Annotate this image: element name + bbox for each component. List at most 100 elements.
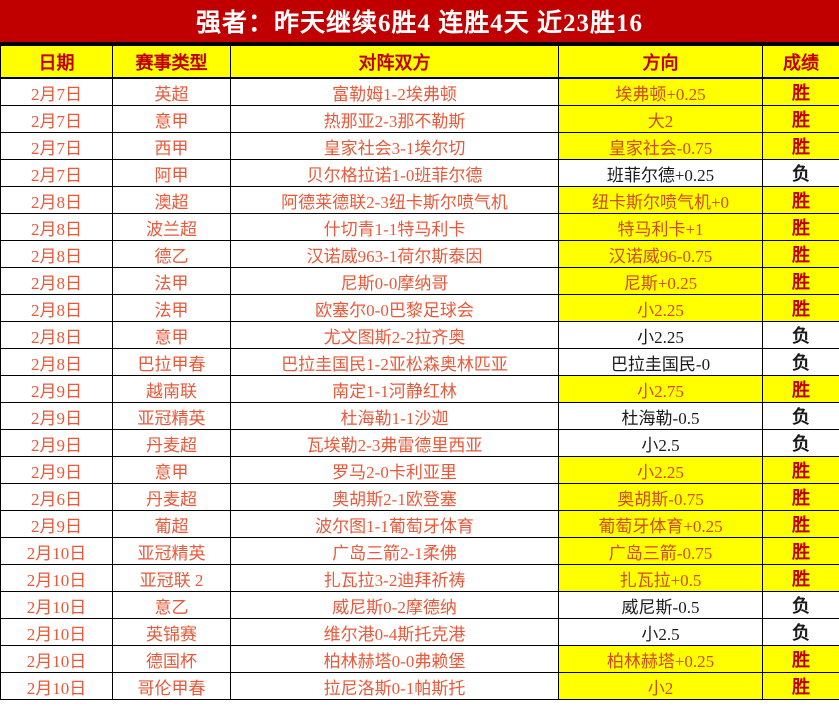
column-header-result: 成绩 — [762, 44, 839, 79]
cell-direction: 葡萄牙体育+0.25 — [558, 510, 763, 538]
cell-league: 法甲 — [112, 267, 231, 295]
cell-match: 尤文图斯2-2拉齐奥 — [230, 321, 559, 349]
cell-league: 意乙 — [112, 591, 231, 619]
cell-date: 2月9日 — [0, 402, 113, 430]
cell-match: 阿德莱德联2-3纽卡斯尔喷气机 — [230, 186, 559, 214]
cell-direction: 小2.25 — [558, 321, 763, 349]
table-row: 2月6日 丹麦超 奥胡斯2-1欧登塞 奥胡斯-0.75 胜 — [0, 483, 839, 511]
cell-league: 越南联 — [112, 375, 231, 403]
table-row: 2月9日 越南联 南定1-1河静红林 小2.75 胜 — [0, 375, 839, 403]
table-row: 2月7日 阿甲 贝尔格拉诺1-0班菲尔德 班菲尔德+0.25 负 — [0, 159, 839, 187]
table-row: 2月8日 法甲 尼斯0-0摩纳哥 尼斯+0.25 胜 — [0, 267, 839, 295]
cell-result: 胜 — [762, 294, 839, 322]
cell-result: 负 — [762, 321, 839, 349]
cell-date: 2月7日 — [0, 77, 113, 106]
cell-date: 2月9日 — [0, 456, 113, 484]
cell-date: 2月10日 — [0, 645, 113, 673]
table-row: 2月9日 丹麦超 瓦埃勒2-3弗雷德里西亚 小2.5 负 — [0, 429, 839, 457]
cell-direction: 皇家社会-0.75 — [558, 132, 763, 160]
table-row: 2月7日 西甲 皇家社会3-1埃尔切 皇家社会-0.75 胜 — [0, 132, 839, 160]
column-header-match: 对阵双方 — [230, 44, 559, 79]
cell-direction: 小2 — [558, 672, 763, 700]
cell-direction: 威尼斯-0.5 — [558, 591, 763, 619]
cell-result: 胜 — [762, 77, 839, 106]
cell-direction: 杜海勒-0.5 — [558, 402, 763, 430]
cell-league: 法甲 — [112, 294, 231, 322]
cell-match: 拉尼洛斯0-1帕斯托 — [230, 672, 559, 700]
cell-date: 2月9日 — [0, 375, 113, 403]
cell-direction: 汉诺威96-0.75 — [558, 240, 763, 268]
cell-result: 胜 — [762, 213, 839, 241]
cell-date: 2月10日 — [0, 672, 113, 700]
cell-league: 丹麦超 — [112, 429, 231, 457]
cell-result: 胜 — [762, 375, 839, 403]
cell-match: 维尔港0-4斯托克港 — [230, 618, 559, 646]
table-row: 2月10日 意乙 威尼斯0-2摩德纳 威尼斯-0.5 负 — [0, 591, 839, 619]
cell-league: 西甲 — [112, 132, 231, 160]
cell-result: 负 — [762, 159, 839, 187]
cell-result: 负 — [762, 348, 839, 376]
table-row: 2月10日 英锦赛 维尔港0-4斯托克港 小2.5 负 — [0, 618, 839, 646]
cell-direction: 奥胡斯-0.75 — [558, 483, 763, 511]
cell-direction: 柏林赫塔+0.25 — [558, 645, 763, 673]
table-row: 2月10日 德国杯 柏林赫塔0-0弗赖堡 柏林赫塔+0.25 胜 — [0, 645, 839, 673]
cell-match: 富勒姆1-2埃弗顿 — [230, 77, 559, 106]
cell-league: 英锦赛 — [112, 618, 231, 646]
cell-match: 巴拉圭国民1-2亚松森奥林匹亚 — [230, 348, 559, 376]
cell-league: 德乙 — [112, 240, 231, 268]
cell-result: 胜 — [762, 510, 839, 538]
cell-direction: 特马利卡+1 — [558, 213, 763, 241]
cell-match: 柏林赫塔0-0弗赖堡 — [230, 645, 559, 673]
table-header-row: 日期 赛事类型 对阵双方 方向 成绩 — [0, 44, 839, 79]
cell-result: 胜 — [762, 645, 839, 673]
cell-date: 2月10日 — [0, 537, 113, 565]
cell-direction: 大2 — [558, 105, 763, 133]
cell-match: 罗马2-0卡利亚里 — [230, 456, 559, 484]
cell-league: 意甲 — [112, 105, 231, 133]
cell-result: 负 — [762, 429, 839, 457]
cell-match: 威尼斯0-2摩德纳 — [230, 591, 559, 619]
page-title: 强者：昨天继续6胜4 连胜4天 近23胜16 — [0, 0, 839, 44]
table-row: 2月8日 巴拉甲春 巴拉圭国民1-2亚松森奥林匹亚 巴拉圭国民-0 负 — [0, 348, 839, 376]
cell-league: 德国杯 — [112, 645, 231, 673]
cell-date: 2月8日 — [0, 294, 113, 322]
column-header-league: 赛事类型 — [112, 44, 231, 79]
cell-result: 胜 — [762, 105, 839, 133]
cell-direction: 小2.25 — [558, 294, 763, 322]
table-row: 2月9日 葡超 波尔图1-1葡萄牙体育 葡萄牙体育+0.25 胜 — [0, 510, 839, 538]
table-row: 2月10日 亚冠精英 广岛三箭2-1柔佛 广岛三箭-0.75 胜 — [0, 537, 839, 565]
table-row: 2月8日 德乙 汉诺威963-1荷尔斯泰因 汉诺威96-0.75 胜 — [0, 240, 839, 268]
cell-league: 亚冠联 2 — [112, 564, 231, 592]
cell-league: 亚冠精英 — [112, 537, 231, 565]
cell-result: 胜 — [762, 132, 839, 160]
cell-result: 负 — [762, 618, 839, 646]
cell-league: 丹麦超 — [112, 483, 231, 511]
cell-date: 2月10日 — [0, 564, 113, 592]
cell-match: 皇家社会3-1埃尔切 — [230, 132, 559, 160]
table-row: 2月8日 法甲 欧塞尔0-0巴黎足球会 小2.25 胜 — [0, 294, 839, 322]
cell-result: 负 — [762, 402, 839, 430]
cell-result: 胜 — [762, 672, 839, 700]
cell-direction: 小2.5 — [558, 429, 763, 457]
cell-direction: 巴拉圭国民-0 — [558, 348, 763, 376]
table-row: 2月10日 哥伦甲春 拉尼洛斯0-1帕斯托 小2 胜 — [0, 672, 839, 700]
cell-date: 2月7日 — [0, 132, 113, 160]
table-row: 2月8日 意甲 尤文图斯2-2拉齐奥 小2.25 负 — [0, 321, 839, 349]
cell-date: 2月7日 — [0, 159, 113, 187]
cell-match: 奥胡斯2-1欧登塞 — [230, 483, 559, 511]
cell-match: 瓦埃勒2-3弗雷德里西亚 — [230, 429, 559, 457]
cell-result: 胜 — [762, 564, 839, 592]
cell-league: 巴拉甲春 — [112, 348, 231, 376]
cell-result: 胜 — [762, 240, 839, 268]
cell-match: 南定1-1河静红林 — [230, 375, 559, 403]
cell-date: 2月8日 — [0, 213, 113, 241]
cell-date: 2月8日 — [0, 240, 113, 268]
cell-match: 广岛三箭2-1柔佛 — [230, 537, 559, 565]
cell-direction: 广岛三箭-0.75 — [558, 537, 763, 565]
cell-direction: 埃弗顿+0.25 — [558, 77, 763, 106]
cell-match: 扎瓦拉3-2迪拜祈祷 — [230, 564, 559, 592]
cell-league: 哥伦甲春 — [112, 672, 231, 700]
cell-direction: 扎瓦拉+0.5 — [558, 564, 763, 592]
table-body: 2月7日 英超 富勒姆1-2埃弗顿 埃弗顿+0.25 胜 2月7日 意甲 热那亚2-3那不勒斯… — [0, 77, 839, 700]
cell-direction: 小2.5 — [558, 618, 763, 646]
